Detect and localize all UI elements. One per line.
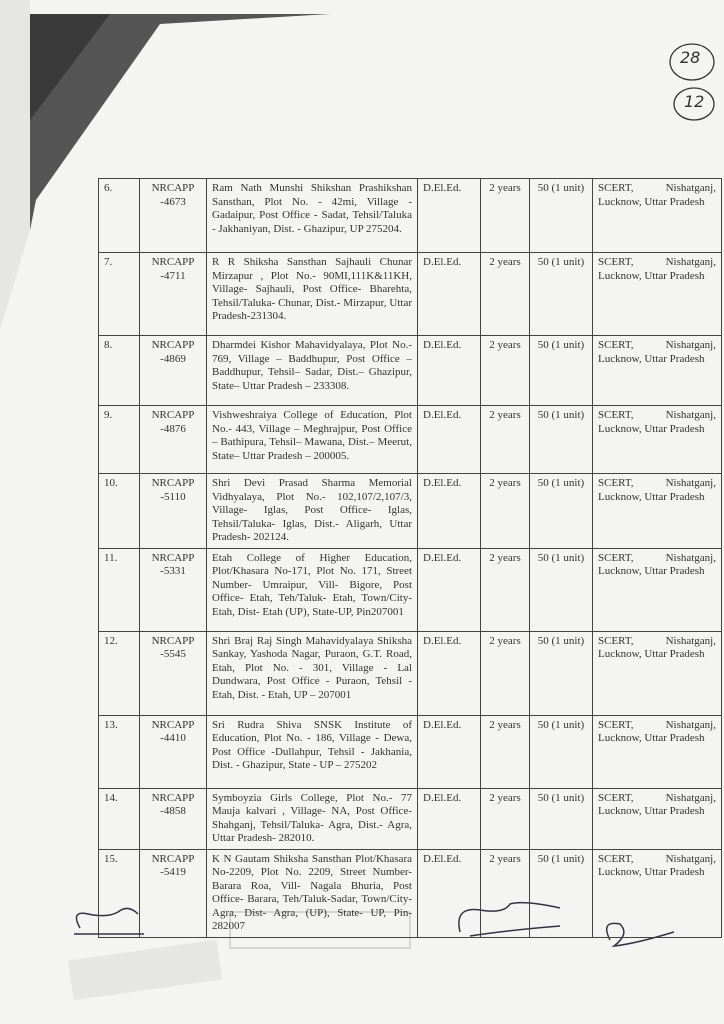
affiliating-body: SCERT, Nishatganj, Lucknow, Uttar Prades… bbox=[592, 547, 722, 632]
course: D.El.Ed. bbox=[417, 405, 481, 474]
duration: 2 years bbox=[480, 252, 530, 336]
affiliating-body: SCERT, Nishatganj, Lucknow, Uttar Prades… bbox=[592, 714, 722, 789]
application-code: NRCAPP -4876 bbox=[139, 405, 207, 474]
table-row: 14. NRCAPP -4858 Symboyzia Girls College, … bbox=[98, 787, 722, 850]
institution-table: 6. NRCAPP -4673 Ram Nath Munshi Shikshan P… bbox=[98, 178, 722, 938]
course: D.El.Ed. bbox=[417, 714, 481, 789]
serial-no: 8. bbox=[98, 335, 140, 406]
serial-no: 6. bbox=[98, 178, 140, 253]
page-mark: 12 bbox=[684, 92, 705, 111]
intake: 50 (1 unit) bbox=[529, 787, 593, 850]
page-mark: 28 bbox=[680, 48, 701, 67]
course: D.El.Ed. bbox=[417, 473, 481, 549]
intake: 50 (1 unit) bbox=[529, 473, 593, 549]
intake: 50 (1 unit) bbox=[529, 630, 593, 716]
application-code: NRCAPP -5331 bbox=[139, 547, 207, 632]
course: D.El.Ed. bbox=[417, 630, 481, 716]
institution-address: R R Shiksha Sansthan Sajhauli Chunar Mir… bbox=[206, 252, 418, 336]
serial-no: 11. bbox=[98, 547, 140, 632]
duration: 2 years bbox=[480, 848, 530, 938]
intake: 50 (1 unit) bbox=[529, 252, 593, 336]
application-code: NRCAPP -4410 bbox=[139, 714, 207, 789]
intake: 50 (1 unit) bbox=[529, 178, 593, 253]
duration: 2 years bbox=[480, 178, 530, 253]
application-code: NRCAPP -5545 bbox=[139, 630, 207, 716]
affiliating-body: SCERT, Nishatganj, Lucknow, Uttar Prades… bbox=[592, 787, 722, 850]
institution-address: Vishweshraiya College of Education, Plot… bbox=[206, 405, 418, 474]
application-code: NRCAPP -4673 bbox=[139, 178, 207, 253]
intake: 50 (1 unit) bbox=[529, 335, 593, 406]
affiliating-body: SCERT, Nishatganj, Lucknow, Uttar Prades… bbox=[592, 405, 722, 474]
table-row: 13. NRCAPP -4410 Sri Rudra Shiva SNSK Inst… bbox=[98, 714, 722, 789]
application-code: NRCAPP -5110 bbox=[139, 473, 207, 549]
affiliating-body: SCERT, Nishatganj, Lucknow, Uttar Prades… bbox=[592, 178, 722, 253]
affiliating-body: SCERT, Nishatganj, Lucknow, Uttar Prades… bbox=[592, 335, 722, 406]
duration: 2 years bbox=[480, 405, 530, 474]
intake: 50 (1 unit) bbox=[529, 547, 593, 632]
affiliating-body: SCERT, Nishatganj, Lucknow, Uttar Prades… bbox=[592, 252, 722, 336]
serial-no: 13. bbox=[98, 714, 140, 789]
serial-no: 15. bbox=[98, 848, 140, 938]
institution-address: Symboyzia Girls College, Plot No.- 77 Ma… bbox=[206, 787, 418, 850]
table-row: 6. NRCAPP -4673 Ram Nath Munshi Shikshan P… bbox=[98, 178, 722, 253]
duration: 2 years bbox=[480, 714, 530, 789]
duration: 2 years bbox=[480, 473, 530, 549]
serial-no: 12. bbox=[98, 630, 140, 716]
affiliating-body: SCERT, Nishatganj, Lucknow, Uttar Prades… bbox=[592, 848, 722, 938]
application-code: NRCAPP -4858 bbox=[139, 787, 207, 850]
table-row: 9. NRCAPP -4876 Vishweshraiya College of E… bbox=[98, 405, 722, 474]
intake: 50 (1 unit) bbox=[529, 848, 593, 938]
scan-shadow bbox=[30, 14, 330, 230]
course: D.El.Ed. bbox=[417, 178, 481, 253]
table-row: 12. NRCAPP -5545 Shri Braj Raj Singh Mahav… bbox=[98, 630, 722, 716]
institution-address: Shri Devi Prasad Sharma Memorial Vidhyal… bbox=[206, 473, 418, 549]
course: D.El.Ed. bbox=[417, 547, 481, 632]
institution-address: Sri Rudra Shiva SNSK Institute of Educat… bbox=[206, 714, 418, 789]
course: D.El.Ed. bbox=[417, 335, 481, 406]
scan-shadow-dark bbox=[30, 14, 110, 120]
serial-no: 10. bbox=[98, 473, 140, 549]
stamp bbox=[67, 939, 223, 1001]
course: D.El.Ed. bbox=[417, 848, 481, 938]
duration: 2 years bbox=[480, 630, 530, 716]
duration: 2 years bbox=[480, 547, 530, 632]
table-row: 10. NRCAPP -5110 Shri Devi Prasad Sharma M… bbox=[98, 473, 722, 549]
course: D.El.Ed. bbox=[417, 252, 481, 336]
circle-mark bbox=[669, 43, 715, 81]
institution-address: Etah College of Higher Education, Plot/K… bbox=[206, 547, 418, 632]
institution-address: Shri Braj Raj Singh Mahavidyalaya Shiksh… bbox=[206, 630, 418, 716]
table-row: 15. NRCAPP -5419 K N Gautam Shiksha Sansth… bbox=[98, 848, 722, 938]
institution-address: Ram Nath Munshi Shikshan Prashikshan San… bbox=[206, 178, 418, 253]
institution-address: K N Gautam Shiksha Sansthan Plot/Khasara… bbox=[206, 848, 418, 938]
table-row: 8. NRCAPP -4869 Dharmdei Kishor Mahavidyal… bbox=[98, 335, 722, 406]
application-code: NRCAPP -5419 bbox=[139, 848, 207, 938]
intake: 50 (1 unit) bbox=[529, 405, 593, 474]
serial-no: 7. bbox=[98, 252, 140, 336]
serial-no: 14. bbox=[98, 787, 140, 850]
serial-no: 9. bbox=[98, 405, 140, 474]
duration: 2 years bbox=[480, 787, 530, 850]
affiliating-body: SCERT, Nishatganj, Lucknow, Uttar Prades… bbox=[592, 630, 722, 716]
duration: 2 years bbox=[480, 335, 530, 406]
application-code: NRCAPP -4869 bbox=[139, 335, 207, 406]
intake: 50 (1 unit) bbox=[529, 714, 593, 789]
application-code: NRCAPP -4711 bbox=[139, 252, 207, 336]
course: D.El.Ed. bbox=[417, 787, 481, 850]
circle-mark bbox=[673, 87, 715, 121]
institution-address: Dharmdei Kishor Mahavidyalaya, Plot No.-… bbox=[206, 335, 418, 406]
table-row: 11. NRCAPP -5331 Etah College of Higher Ed… bbox=[98, 547, 722, 632]
affiliating-body: SCERT, Nishatganj, Lucknow, Uttar Prades… bbox=[592, 473, 722, 549]
table-row: 7. NRCAPP -4711 R R Shiksha Sansthan Sajha… bbox=[98, 252, 722, 336]
scan-margin bbox=[0, 0, 30, 330]
